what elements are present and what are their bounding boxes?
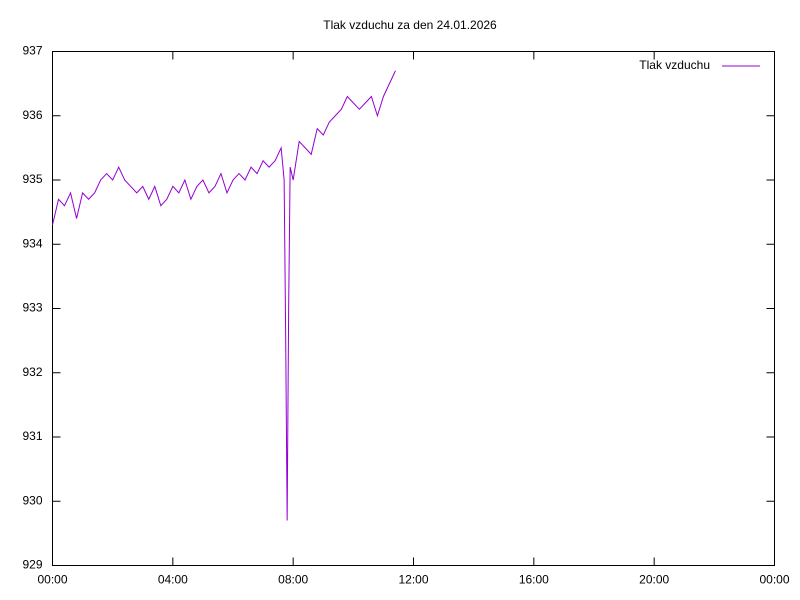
y-tick-label: 929	[22, 558, 42, 572]
x-tick-label: 00:00	[37, 573, 67, 587]
y-tick-label: 935	[22, 172, 42, 186]
y-tick-label: 932	[22, 365, 42, 379]
x-tick-label: 08:00	[278, 573, 308, 587]
y-tick-label: 930	[22, 493, 42, 507]
y-tick-label: 931	[22, 429, 42, 443]
y-tick-label: 937	[22, 44, 42, 58]
legend-label: Tlak vzduchu	[639, 58, 710, 72]
y-tick-label: 936	[22, 108, 42, 122]
x-tick-label: 20:00	[639, 573, 669, 587]
chart-title: Tlak vzduchu za den 24.01.2026	[323, 18, 497, 32]
y-tick-label: 933	[22, 301, 42, 315]
x-tick-label: 00:00	[759, 573, 789, 587]
x-tick-label: 04:00	[158, 573, 188, 587]
data-line	[52, 70, 396, 521]
x-tick-label: 16:00	[519, 573, 549, 587]
y-tick-label: 934	[22, 236, 42, 250]
x-tick-label: 12:00	[398, 573, 428, 587]
